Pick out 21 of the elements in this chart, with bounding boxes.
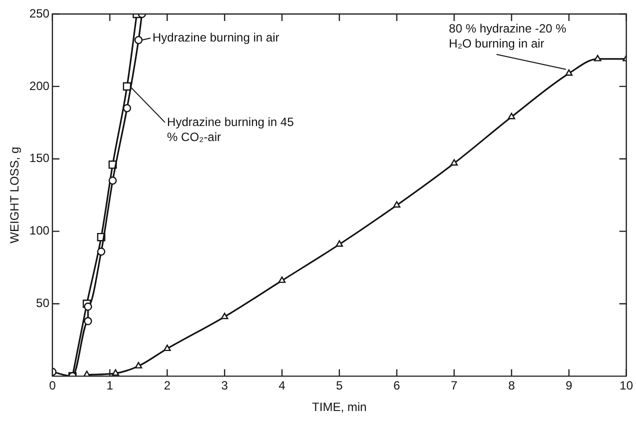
- x-tick-label: 10: [620, 378, 634, 393]
- y-tick-label: 250: [29, 6, 50, 20]
- x-tick-label: 7: [450, 378, 458, 393]
- x-tick-label: 9: [566, 378, 573, 393]
- x-tick-label: 6: [393, 378, 400, 393]
- y-axis-title: WEIGHT LOSS, g: [8, 146, 22, 244]
- x-tick-label: 1: [106, 378, 114, 393]
- x-axis-title: TIME, min: [312, 400, 367, 414]
- x-tick-label: 8: [508, 378, 516, 393]
- series-label: 80 % hydrazine -20 % H₂O burning in air: [448, 22, 567, 51]
- x-tick-label: 4: [278, 378, 286, 393]
- y-tick-label: 150: [29, 151, 50, 166]
- series-label: Hydrazine burning in air: [152, 30, 280, 44]
- x-tick-label: 0: [49, 378, 56, 393]
- y-tick-label: 100: [29, 224, 50, 238]
- y-tick-label: 50: [36, 296, 50, 310]
- x-tick-label: 2: [164, 378, 171, 393]
- x-tick-label: 3: [221, 378, 228, 393]
- x-tick-label: 5: [336, 378, 344, 393]
- y-tick-label: 200: [29, 78, 50, 93]
- text: Hydrazine burning in 45 % CO₂-air: [167, 114, 294, 144]
